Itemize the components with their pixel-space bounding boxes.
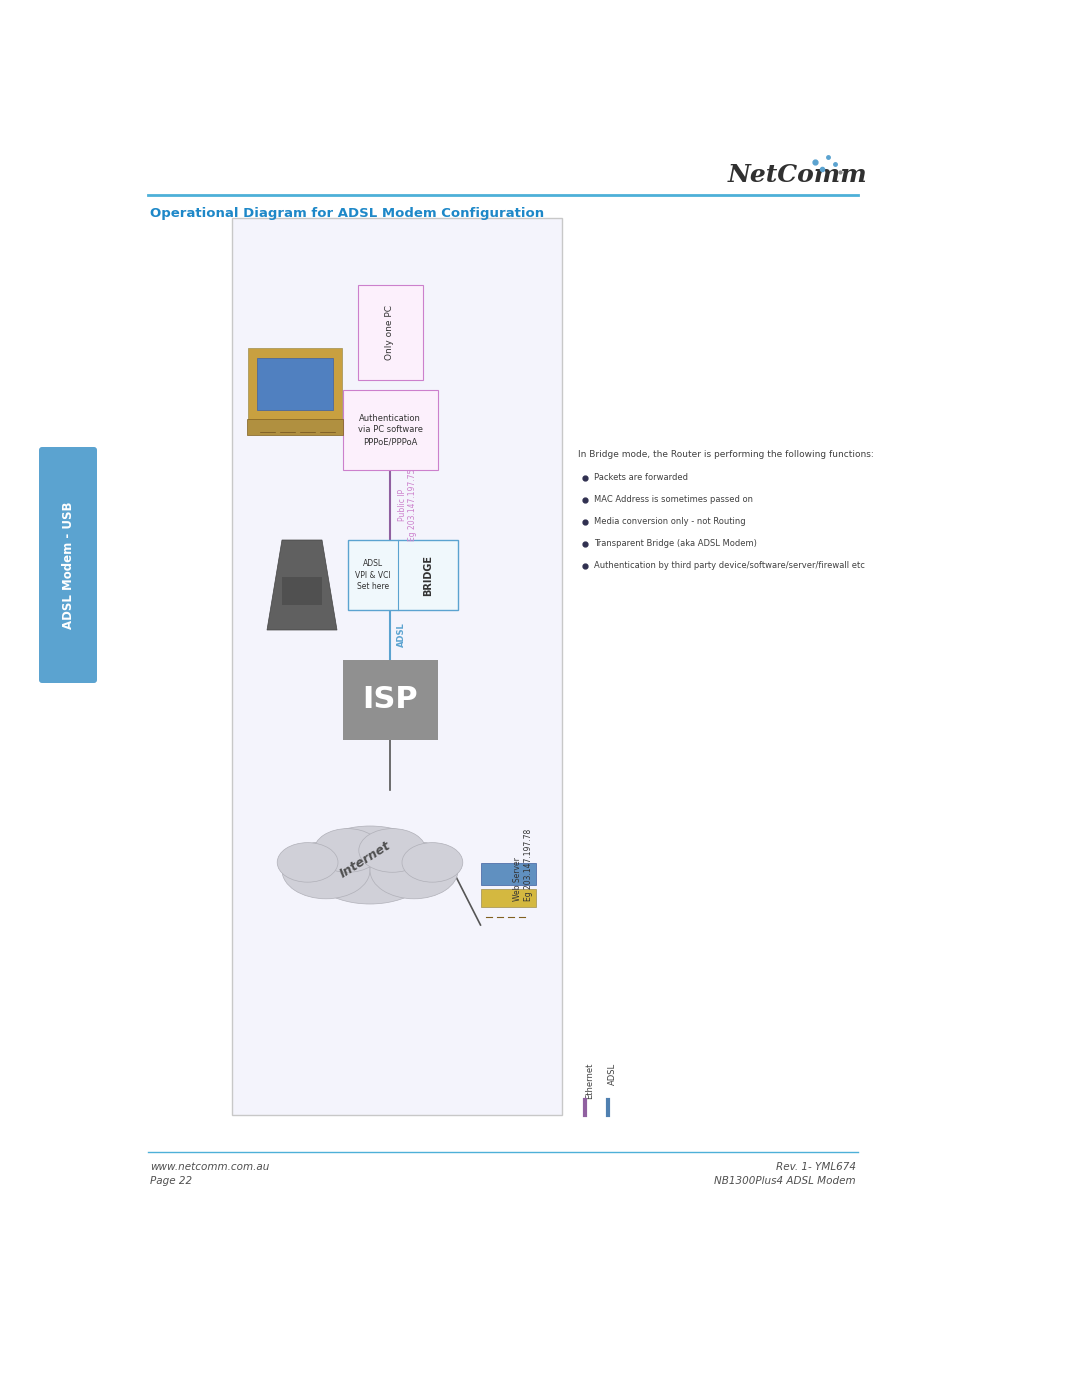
FancyBboxPatch shape xyxy=(39,447,97,683)
Text: Eg 203.147.197.75: Eg 203.147.197.75 xyxy=(408,469,417,541)
FancyBboxPatch shape xyxy=(232,218,562,1115)
FancyBboxPatch shape xyxy=(248,348,342,422)
Text: Media conversion only - not Routing: Media conversion only - not Routing xyxy=(594,517,745,527)
Text: Rev. 1- YML674: Rev. 1- YML674 xyxy=(777,1162,856,1172)
Text: Packets are forwarded: Packets are forwarded xyxy=(594,474,688,482)
Text: Only one PC: Only one PC xyxy=(386,305,394,360)
Text: Transparent Bridge (aka ADSL Modem): Transparent Bridge (aka ADSL Modem) xyxy=(594,539,757,549)
Text: Operational Diagram for ADSL Modem Configuration: Operational Diagram for ADSL Modem Confi… xyxy=(150,207,544,219)
Ellipse shape xyxy=(278,842,338,882)
Text: In Bridge mode, the Router is performing the following functions:: In Bridge mode, the Router is performing… xyxy=(578,450,874,460)
Text: NetComm: NetComm xyxy=(728,163,868,187)
Text: NB1300Plus4 ADSL Modem: NB1300Plus4 ADSL Modem xyxy=(714,1176,856,1186)
FancyBboxPatch shape xyxy=(481,863,536,886)
FancyBboxPatch shape xyxy=(282,577,322,605)
Ellipse shape xyxy=(359,828,426,872)
FancyBboxPatch shape xyxy=(257,358,333,409)
Text: MAC Address is sometimes passed on: MAC Address is sometimes passed on xyxy=(594,496,753,504)
Text: www.netcomm.com.au: www.netcomm.com.au xyxy=(150,1162,269,1172)
Ellipse shape xyxy=(306,826,434,904)
Ellipse shape xyxy=(370,841,458,898)
FancyBboxPatch shape xyxy=(342,390,437,469)
Text: Authentication
via PC software
PPPoE/PPPoA: Authentication via PC software PPPoE/PPP… xyxy=(357,414,422,446)
Text: ADSL
VPI & VCI
Set here: ADSL VPI & VCI Set here xyxy=(355,559,391,591)
FancyBboxPatch shape xyxy=(342,659,437,740)
Text: ADSL: ADSL xyxy=(397,623,406,647)
FancyBboxPatch shape xyxy=(247,419,343,434)
Text: Ethernet: Ethernet xyxy=(585,1063,594,1099)
FancyBboxPatch shape xyxy=(481,888,536,907)
FancyBboxPatch shape xyxy=(348,541,458,610)
Text: BRIDGE: BRIDGE xyxy=(423,555,433,595)
Ellipse shape xyxy=(402,842,463,882)
Text: Authentication by third party device/software/server/firewall etc: Authentication by third party device/sof… xyxy=(594,562,865,570)
Text: Public IP: Public IP xyxy=(399,489,407,521)
Ellipse shape xyxy=(282,841,370,898)
Text: Web Server
Eg 203.147.197.78: Web Server Eg 203.147.197.78 xyxy=(513,828,534,901)
FancyBboxPatch shape xyxy=(357,285,422,380)
Text: ISP: ISP xyxy=(362,686,418,714)
Text: Internet: Internet xyxy=(337,840,393,880)
Text: ADSL: ADSL xyxy=(608,1063,617,1085)
Text: ADSL Modem - USB: ADSL Modem - USB xyxy=(62,502,75,629)
Polygon shape xyxy=(267,541,337,630)
Ellipse shape xyxy=(314,828,381,872)
Text: Page 22: Page 22 xyxy=(150,1176,192,1186)
